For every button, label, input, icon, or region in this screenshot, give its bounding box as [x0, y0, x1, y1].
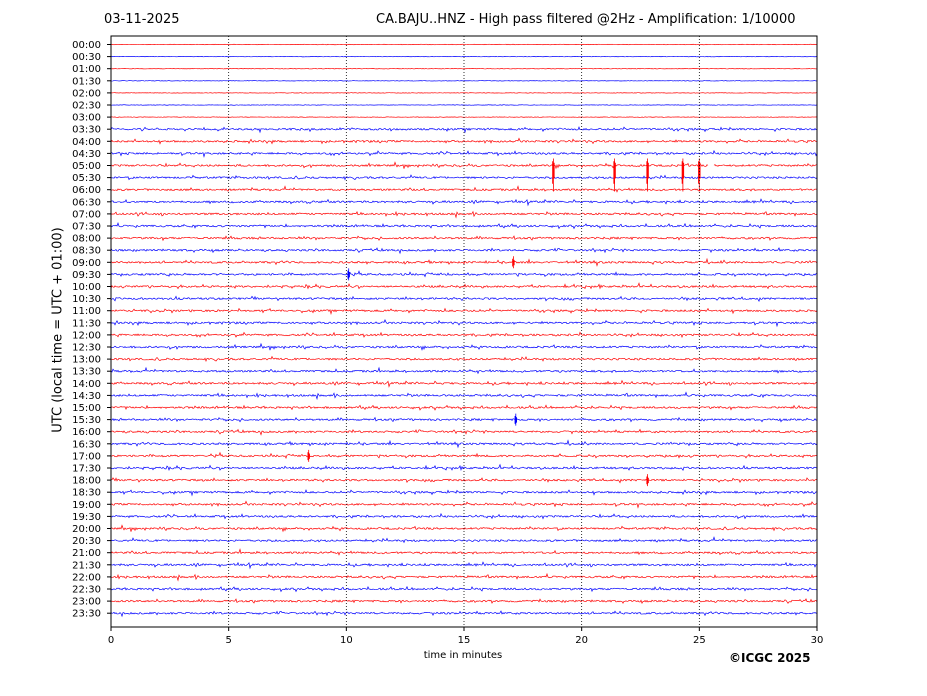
- x-axis-label: time in minutes: [423, 650, 503, 661]
- row-label-1700: 17:00: [72, 451, 101, 462]
- row-label-0430: 04:30: [72, 149, 101, 160]
- event-spike-0: [552, 158, 555, 192]
- trace-row-1330: [110, 366, 818, 375]
- row-label-0330: 03:30: [72, 125, 101, 136]
- row-label-1000: 10:00: [72, 282, 101, 293]
- row-label-2200: 22:00: [72, 572, 101, 583]
- row-label-0000: 00:00: [72, 40, 101, 51]
- row-label-0800: 08:00: [72, 234, 101, 245]
- trace-row-0030: [110, 55, 818, 58]
- trace-row-0630: [110, 198, 818, 207]
- row-label-1800: 18:00: [72, 476, 101, 487]
- trace-row-1400: [110, 379, 818, 388]
- row-label-1100: 11:00: [72, 306, 101, 317]
- x-tick-group: 0 5 10 15 20 25 30: [108, 627, 824, 646]
- row-label-2330: 23:30: [72, 609, 101, 620]
- x-tick-label-15: 15: [458, 635, 471, 646]
- row-label-1630: 16:30: [72, 439, 101, 450]
- row-label-1330: 13:30: [72, 367, 101, 378]
- row-label-0200: 02:00: [72, 88, 101, 99]
- row-label-0830: 08:30: [72, 246, 101, 257]
- row-label-0030: 00:30: [72, 52, 101, 63]
- row-label-0400: 04:00: [72, 137, 101, 148]
- x-tick-label-20: 20: [575, 635, 588, 646]
- row-label-0300: 03:00: [72, 113, 101, 124]
- row-label-0700: 07:00: [72, 209, 101, 220]
- trace-row-1130: [110, 319, 818, 328]
- row-label-1930: 19:30: [72, 512, 101, 523]
- date-label: 03-11-2025: [104, 12, 180, 27]
- trace-row-1000: [110, 282, 818, 290]
- row-label-0230: 02:30: [72, 101, 101, 112]
- trace-row-0800: [110, 235, 818, 242]
- row-label-1500: 15:00: [72, 403, 101, 414]
- trace-row-0500: [110, 161, 818, 170]
- row-label-2100: 21:00: [72, 548, 101, 559]
- trace-row-2230: [110, 585, 818, 593]
- row-label-0900: 09:00: [72, 258, 101, 269]
- plot-frame: [110, 35, 818, 628]
- x-tick-label-0: 0: [108, 635, 114, 646]
- event-spike-7: [514, 413, 517, 426]
- event-spike-9: [646, 474, 649, 487]
- trace-row-1200: [110, 331, 818, 339]
- row-label-0930: 09:30: [72, 270, 101, 281]
- trace-row-2300: [110, 598, 818, 605]
- event-spike-3: [681, 158, 685, 192]
- event-spike-8: [307, 449, 310, 462]
- row-label-0530: 05:30: [72, 173, 101, 184]
- row-label-2230: 22:30: [72, 585, 101, 596]
- copyright-label: ©ICGC 2025: [729, 651, 811, 665]
- trace-row-0130: [110, 80, 818, 82]
- trace-row-1530: [110, 416, 818, 423]
- row-label-1900: 19:00: [72, 500, 101, 511]
- trace-row-1300: [110, 355, 818, 363]
- x-tick-label-30: 30: [811, 635, 824, 646]
- row-label-0100: 01:00: [72, 64, 101, 75]
- row-label-0730: 07:30: [72, 222, 101, 233]
- x-tick-label-25: 25: [693, 635, 706, 646]
- event-spike-5: [512, 256, 515, 269]
- event-spike-2: [646, 158, 649, 192]
- event-spike-1: [613, 158, 616, 192]
- trace-row-1230: [110, 342, 818, 351]
- row-label-2030: 20:30: [72, 536, 101, 547]
- trace-row-1430: [110, 391, 818, 401]
- trace-row-1500: [110, 404, 818, 411]
- x-tick-label-10: 10: [340, 635, 353, 646]
- trace-row-0000: [110, 43, 818, 46]
- row-label-1200: 12:00: [72, 330, 101, 341]
- row-label-1400: 14:00: [72, 379, 101, 390]
- row-label-1130: 11:30: [72, 318, 101, 329]
- row-label-0600: 06:00: [72, 185, 101, 196]
- event-spike-6: [347, 268, 350, 281]
- row-label-1430: 14:30: [72, 391, 101, 402]
- row-label-1600: 16:00: [72, 427, 101, 438]
- trace-row-1100: [110, 307, 818, 316]
- trace-row-2030: [110, 536, 818, 544]
- trace-row-0100: [110, 68, 818, 70]
- trace-row-1030: [110, 295, 818, 302]
- row-label-2000: 20:00: [72, 524, 101, 535]
- trace-row-0930: [110, 270, 818, 278]
- row-label-0130: 01:30: [72, 76, 101, 87]
- row-label-1230: 12:30: [72, 343, 101, 354]
- trace-row-1600: [110, 428, 818, 436]
- x-tick-label-5: 5: [225, 635, 231, 646]
- grid-group: [228, 36, 700, 627]
- chart-title: CA.BAJU..HNZ - High pass filtered @2Hz -…: [376, 12, 796, 27]
- row-label-1730: 17:30: [72, 464, 101, 475]
- row-label-1030: 10:30: [72, 294, 101, 305]
- row-label-2130: 21:30: [72, 560, 101, 571]
- row-label-1530: 15:30: [72, 415, 101, 426]
- trace-row-0200: [110, 92, 818, 94]
- row-label-0500: 05:00: [72, 161, 101, 172]
- row-label-0630: 06:30: [72, 197, 101, 208]
- row-label-1300: 13:00: [72, 355, 101, 366]
- row-label-2300: 23:00: [72, 597, 101, 608]
- row-label-1830: 18:30: [72, 488, 101, 499]
